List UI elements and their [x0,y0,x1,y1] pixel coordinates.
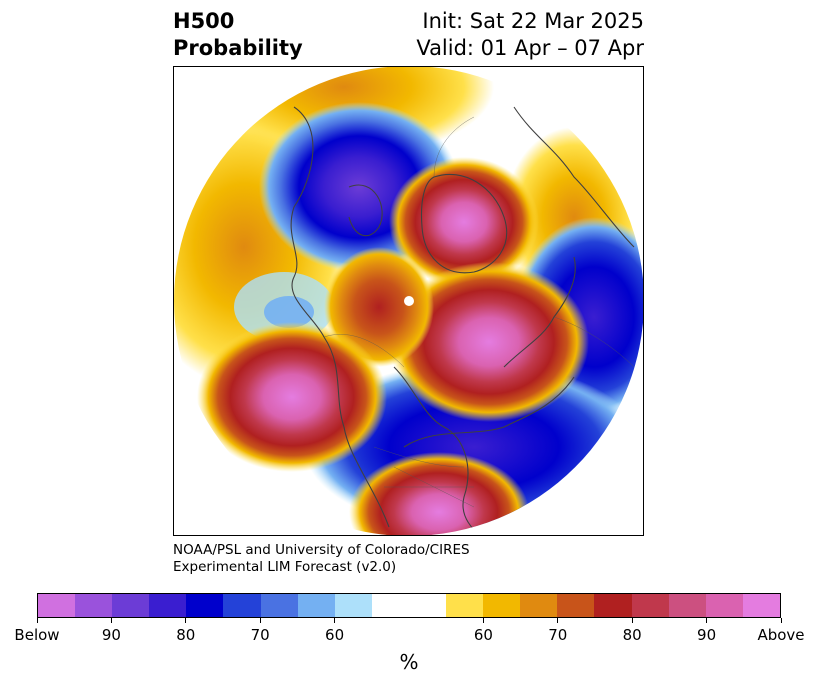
colorbar-tick-label: 70 [250,626,270,644]
colorbar-swatch [483,594,521,617]
colorbar-tick-label: 70 [548,626,568,644]
credit-line-2: Experimental LIM Forecast (v2.0) [173,559,397,575]
colorbar-swatch [75,594,113,617]
colorbar-units: % [399,650,419,674]
colorbar-swatch [260,594,298,617]
colorbar-tick-label: Above [757,626,805,644]
colorbar [37,593,781,618]
north-pole-marker [404,296,414,306]
colorbar-swatch [446,594,484,617]
colorbar-tick-mark [557,618,559,623]
colorbar-swatch [297,594,335,617]
chart-title: H500 Probability [173,8,303,62]
colorbar-swatch [594,594,632,617]
anomaly-above-gulf-of-alaska [389,262,589,422]
colorbar-swatch [631,594,669,617]
colorbar-tick-label: Below [14,626,60,644]
anomaly-above-greenland [389,157,539,287]
colorbar-tick-label: 60 [473,626,493,644]
colorbar-tick-mark [185,618,187,623]
colorbar-tick-label: 60 [325,626,345,644]
anomaly-above-central-asia [197,322,387,472]
credit-block: NOAA/PSL and University of Colorado/CIRE… [173,542,470,576]
colorbar-tick-mark [36,618,38,623]
colorbar-tick-label: 80 [176,626,196,644]
colorbar-swatch [112,594,150,617]
init-date: Init: Sat 22 Mar 2025 [422,9,644,33]
forecast-dates: Init: Sat 22 Mar 2025 Valid: 01 Apr – 07… [416,8,644,62]
probability-map [173,66,644,536]
colorbar-swatch [334,594,372,617]
colorbar-tick-mark [482,618,484,623]
colorbar-swatch [742,594,780,617]
colorbar-swatch [408,594,447,617]
credit-line-1: NOAA/PSL and University of Colorado/CIRE… [173,542,470,558]
borders [323,116,635,508]
colorbar-swatch [223,594,261,617]
title-line-2: Probability [173,36,303,60]
colorbar-swatch [186,594,224,617]
colorbar-tick-label: 90 [101,626,121,644]
colorbar-swatch [557,594,595,617]
colorbar-tick-label: 80 [622,626,642,644]
colorbar-swatch [38,594,76,617]
colorbar-swatch [149,594,187,617]
anomaly-above-pole [324,247,434,367]
valid-dates: Valid: 01 Apr – 07 Apr [416,36,644,60]
colorbar-swatch [371,594,409,617]
colorbar-tick-mark [259,618,261,623]
polar-map-svg [174,67,643,535]
anomaly-above-mexico [349,452,529,535]
colorbar-tick-mark [110,618,112,623]
colorbar-tick-mark [780,618,782,623]
colorbar-tick-mark [631,618,633,623]
colorbar-swatch [668,594,706,617]
colorbar-tick-mark [334,618,336,623]
colorbar-tick-label: 90 [697,626,717,644]
colorbar-swatch [520,594,558,617]
coastlines [290,106,635,535]
colorbar-swatch [705,594,743,617]
colorbar-tick-mark [706,618,708,623]
title-line-1: H500 [173,9,235,33]
